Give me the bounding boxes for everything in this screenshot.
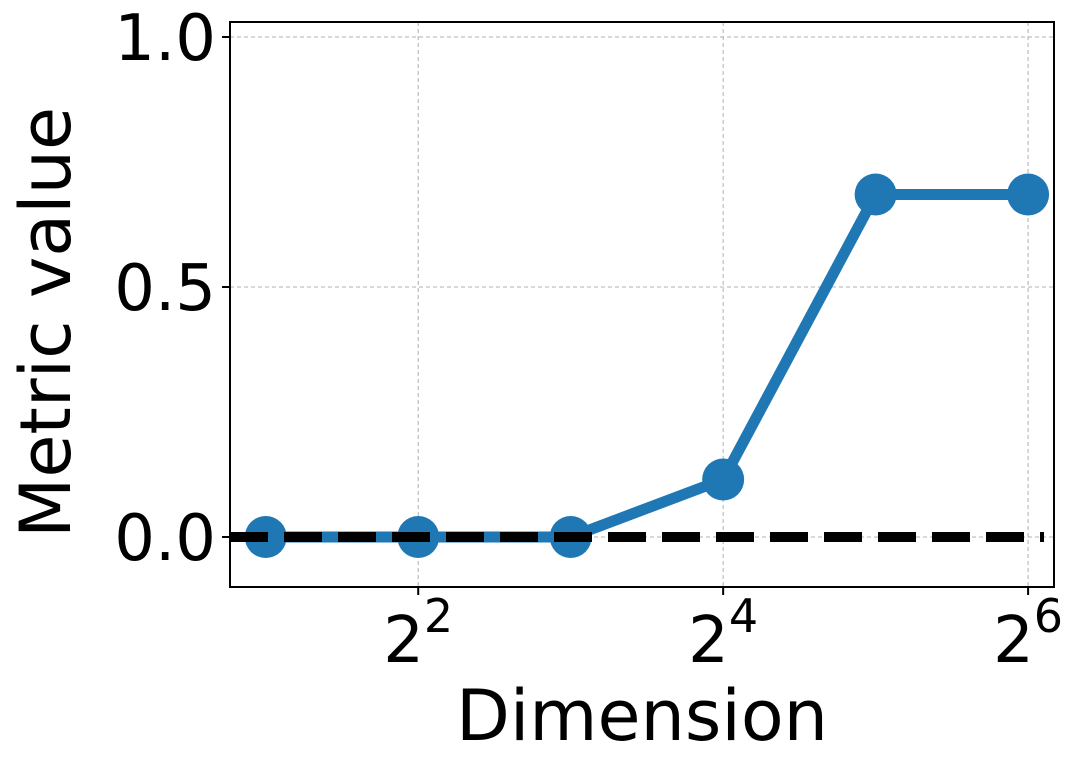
x-tick-label: 22	[383, 589, 453, 678]
x-tick-exponent: 4	[729, 589, 758, 643]
x-tick-base: 2	[383, 604, 424, 678]
x-tick-label: 24	[688, 589, 758, 678]
data-point	[702, 458, 745, 501]
series-line	[265, 189, 1029, 543]
series	[230, 173, 1050, 558]
x-axis-label: Dimension	[456, 675, 828, 757]
axis-ticks: 22 24 260.00.51.0	[114, 2, 1063, 678]
y-axis-label: Metric value	[5, 107, 87, 538]
x-tick-exponent: 6	[1034, 589, 1063, 643]
grid	[230, 22, 1054, 587]
plot-frame	[229, 21, 1055, 588]
y-tick-label: 1.0	[114, 2, 216, 76]
x-tick-exponent: 2	[424, 589, 453, 643]
y-tick-label: 0.0	[114, 502, 216, 576]
x-tick-label: 26	[993, 589, 1063, 678]
y-tick-label: 0.5	[114, 252, 216, 326]
x-tick-base: 2	[993, 604, 1034, 678]
x-tick-base: 2	[688, 604, 729, 678]
data-point	[854, 173, 897, 216]
data-point	[1007, 173, 1050, 216]
